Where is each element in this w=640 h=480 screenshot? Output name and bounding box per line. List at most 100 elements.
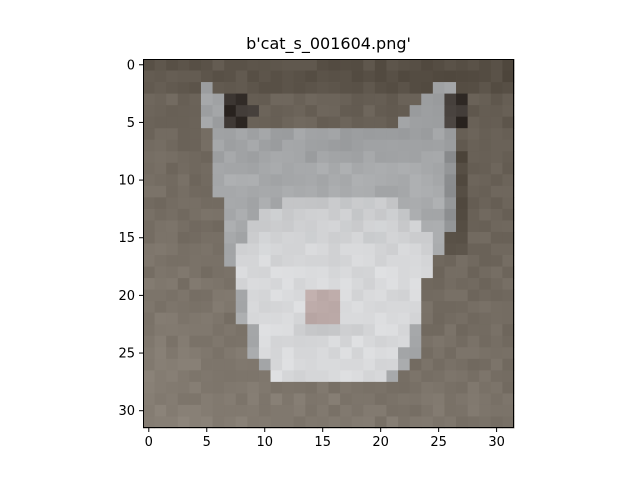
- image-pixel: [177, 185, 190, 198]
- image-pixel: [398, 208, 411, 221]
- image-pixel: [316, 358, 329, 371]
- image-pixel: [224, 358, 237, 371]
- image-pixel: [258, 220, 271, 233]
- image-pixel: [398, 243, 411, 256]
- image-pixel: [409, 289, 422, 302]
- image-pixel: [258, 312, 271, 325]
- image-pixel: [340, 243, 353, 256]
- image-pixel: [224, 105, 237, 118]
- image-pixel: [479, 393, 492, 406]
- image-pixel: [258, 174, 271, 187]
- image-pixel: [293, 128, 306, 141]
- image-pixel: [409, 231, 422, 244]
- image-pixel: [258, 324, 271, 337]
- image-pixel: [189, 312, 202, 325]
- image-pixel: [212, 197, 225, 210]
- image-pixel: [235, 416, 248, 429]
- image-pixel: [328, 301, 341, 314]
- image-pixel: [247, 358, 260, 371]
- image-pixel: [200, 70, 213, 83]
- image-pixel: [166, 185, 179, 198]
- image-pixel: [432, 243, 445, 256]
- image-pixel: [328, 393, 341, 406]
- image-pixel: [154, 139, 167, 152]
- image-pixel: [467, 358, 480, 371]
- image-pixel: [490, 347, 503, 360]
- image-pixel: [398, 162, 411, 175]
- image-pixel: [479, 185, 492, 198]
- image-pixel: [502, 370, 515, 383]
- image-pixel: [374, 289, 387, 302]
- image-pixel: [247, 289, 260, 302]
- image-pixel: [479, 370, 492, 383]
- image-pixel: [444, 358, 457, 371]
- image-pixel: [363, 266, 376, 279]
- image-pixel: [456, 162, 469, 175]
- image-pixel: [154, 162, 167, 175]
- image-pixel: [166, 381, 179, 394]
- image-pixel: [456, 358, 469, 371]
- image-pixel: [490, 93, 503, 106]
- image-pixel: [270, 370, 283, 383]
- image-pixel: [212, 381, 225, 394]
- image-pixel: [166, 243, 179, 256]
- image-pixel: [166, 220, 179, 233]
- image-pixel: [328, 358, 341, 371]
- image-pixel: [328, 243, 341, 256]
- image-pixel: [247, 82, 260, 94]
- image-pixel: [490, 393, 503, 406]
- image-pixel: [363, 243, 376, 256]
- image-pixel: [363, 393, 376, 406]
- image-pixel: [502, 93, 515, 106]
- image-pixel: [409, 82, 422, 94]
- image-pixel: [212, 255, 225, 267]
- image-pixel: [143, 220, 155, 233]
- image-pixel: [282, 404, 295, 417]
- image-pixel: [374, 312, 387, 325]
- image-pixel: [258, 116, 271, 129]
- image-pixel: [502, 208, 515, 221]
- image-pixel: [456, 381, 469, 394]
- image-pixel: [282, 197, 295, 210]
- image-pixel: [374, 116, 387, 129]
- image-pixel: [328, 335, 341, 348]
- image-pixel: [143, 151, 155, 164]
- x-tick-label: 25: [430, 435, 447, 450]
- image-pixel: [258, 416, 271, 429]
- image-pixel: [247, 220, 260, 233]
- image-pixel: [479, 324, 492, 337]
- image-pixel: [200, 116, 213, 129]
- image-pixel: [235, 220, 248, 233]
- image-pixel: [479, 70, 492, 83]
- image-pixel: [258, 370, 271, 383]
- image-pixel: [490, 266, 503, 279]
- image-pixel: [270, 151, 283, 164]
- image-pixel: [154, 105, 167, 118]
- image-pixel: [270, 220, 283, 233]
- image-pixel: [282, 105, 295, 118]
- image-pixel: [421, 70, 434, 83]
- image-pixel: [247, 404, 260, 417]
- image-pixel: [328, 128, 341, 141]
- image-pixel: [444, 220, 457, 233]
- image-pixel: [177, 105, 190, 118]
- image-pixel: [200, 185, 213, 198]
- image-pixel: [490, 255, 503, 267]
- image-pixel: [316, 139, 329, 152]
- image-pixel: [363, 312, 376, 325]
- image-pixel: [386, 231, 399, 244]
- image-pixel: [340, 128, 353, 141]
- image-pixel: [479, 243, 492, 256]
- image-pixel: [200, 347, 213, 360]
- image-pixel: [363, 220, 376, 233]
- image-pixel: [316, 128, 329, 141]
- image-pixel: [444, 231, 457, 244]
- image-pixel: [340, 59, 353, 71]
- image-pixel: [189, 70, 202, 83]
- image-pixel: [386, 162, 399, 175]
- image-pixel: [340, 185, 353, 198]
- image-pixel: [293, 162, 306, 175]
- image-pixel: [247, 278, 260, 291]
- image-pixel: [258, 301, 271, 314]
